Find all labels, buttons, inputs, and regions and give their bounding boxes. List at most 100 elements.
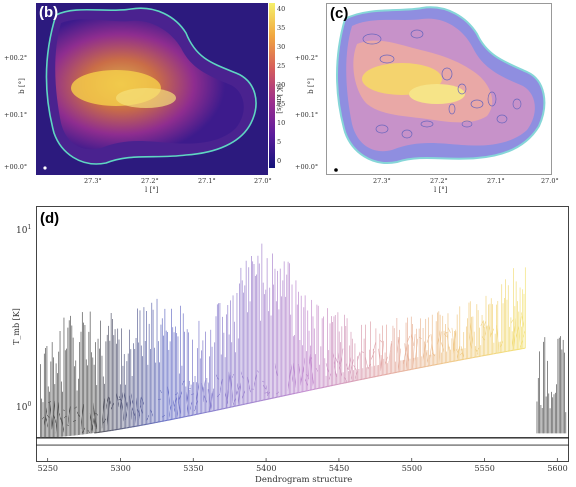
dendrogram-branch (334, 357, 339, 364)
dendrogram-branch (407, 335, 411, 343)
panel-d-xtick: 5600 (547, 464, 568, 473)
dendrogram-branch (481, 354, 485, 357)
dendrogram-branch (277, 395, 281, 398)
dendrogram-branch (496, 352, 500, 354)
panel-b-ytick: +00.2° (4, 54, 28, 62)
dendrogram-branch (362, 378, 366, 380)
colorbar-tick: 35 (277, 24, 286, 32)
dendrogram-branch (522, 347, 526, 350)
dendrogram-branch (231, 405, 235, 408)
dendrogram-branch (379, 374, 383, 377)
dendrogram-branch (432, 364, 436, 366)
dendrogram-branch (245, 402, 249, 405)
dendrogram-branch (201, 412, 206, 414)
dendrogram-branch (263, 399, 267, 401)
dendrogram-plot (36, 206, 569, 462)
dendrogram-branch (184, 415, 188, 418)
dendrogram-branch (134, 425, 139, 427)
dendrogram-branch (318, 387, 322, 389)
dendrogram-branch (405, 369, 409, 372)
colorbar-tick: 15 (277, 100, 286, 108)
dendrogram-branch (501, 351, 506, 353)
dendrogram-branch (198, 412, 203, 415)
dendrogram-branch (295, 392, 299, 394)
panel-c-ytick: +00.0° (295, 163, 319, 171)
panel-d: (d) (36, 206, 569, 462)
dendrogram-branch (190, 414, 194, 417)
dendrogram-branch (300, 390, 305, 393)
dendrogram-branch (187, 415, 191, 417)
dendrogram-branch (274, 396, 278, 399)
dendrogram-branch (158, 420, 162, 423)
panel-d-ytick-top-base: 10 (16, 226, 28, 236)
dendrogram-branch (466, 357, 471, 360)
panel-b-ytick: +00.0° (4, 163, 28, 171)
dendrogram-branch (478, 355, 482, 358)
dendrogram-branch (306, 389, 310, 392)
dendrogram-branch (321, 386, 325, 389)
dendrogram-branch (475, 356, 479, 358)
dendrogram-branch (469, 357, 473, 359)
dendrogram-branch (129, 426, 133, 429)
dendrogram-branch (394, 371, 398, 374)
dendrogram-branch (504, 350, 508, 353)
dendrogram-branch (455, 359, 459, 362)
dendrogram-branch (464, 358, 468, 360)
dendrogram-branch (233, 405, 238, 407)
dendrogram-branch (265, 398, 270, 401)
dendrogram-branch (388, 372, 392, 375)
dendrogram-branch (440, 362, 444, 365)
dendrogram-branch (382, 374, 386, 376)
panel-b-xlabel: l [°] (145, 186, 159, 194)
dendrogram-branch (458, 359, 462, 361)
dendrogram-branch (283, 394, 287, 397)
panel-d-xtick: 5450 (328, 464, 350, 473)
dendrogram-branch (286, 394, 290, 396)
dendrogram-branch (356, 379, 360, 382)
panel-b-letter: (b) (39, 4, 59, 21)
dendrogram-branch (408, 368, 412, 371)
dendrogram-branch (155, 421, 159, 424)
dendrogram-branch (417, 367, 421, 369)
dendrogram-branch (204, 411, 208, 414)
dendrogram-branch (126, 426, 130, 429)
dendrogram-branch (303, 390, 307, 393)
dendrogram-branch (412, 334, 416, 368)
colorbar-tick: 20 (277, 81, 286, 89)
dendrogram-branch (402, 369, 407, 372)
panel-b-ytick: +00.1° (4, 111, 28, 119)
dendrogram-branch (472, 356, 476, 359)
dendrogram-branch (196, 413, 200, 415)
dendrogram-branch (248, 402, 252, 404)
panel-b: (b) (36, 3, 268, 175)
panel-d-ytick-bottom-exp: 0 (27, 401, 32, 408)
dendrogram-branch (507, 350, 511, 352)
dendrogram-branch (367, 376, 372, 379)
dendrogram-branch (213, 409, 217, 412)
dendrogram-branch (372, 341, 377, 352)
dendrogram-branch (376, 375, 380, 377)
panel-c: (c) (326, 3, 552, 175)
dendrogram-branch (292, 392, 296, 395)
dendrogram-branch (257, 400, 261, 402)
dendrogram-branch (181, 416, 185, 418)
dendrogram-branch (510, 349, 514, 352)
panel-b-colorbar (269, 3, 275, 168)
dendrogram-branch (298, 391, 302, 394)
dendrogram-branch (152, 422, 156, 424)
dendrogram-branch (312, 388, 316, 391)
panel-b-colorbar-label: [K km/s] (275, 84, 283, 114)
panel-d-xtick: 5400 (256, 464, 277, 473)
dendrogram-branch (446, 361, 450, 364)
dendrogram-branch (169, 418, 173, 421)
panel-c-ytick: +00.1° (295, 111, 319, 119)
dendrogram-branch (254, 400, 258, 403)
dendrogram-branch (493, 352, 497, 355)
panel-c-map (327, 4, 551, 174)
dendrogram-branch (353, 379, 357, 382)
panel-c-xtick: 27.2° (430, 177, 448, 185)
dendrogram-branch (268, 397, 273, 400)
dendrogram-branch (193, 413, 197, 416)
panel-d-xlabel: Dendrogram structure (255, 475, 353, 485)
dendrogram-branch (359, 378, 363, 381)
